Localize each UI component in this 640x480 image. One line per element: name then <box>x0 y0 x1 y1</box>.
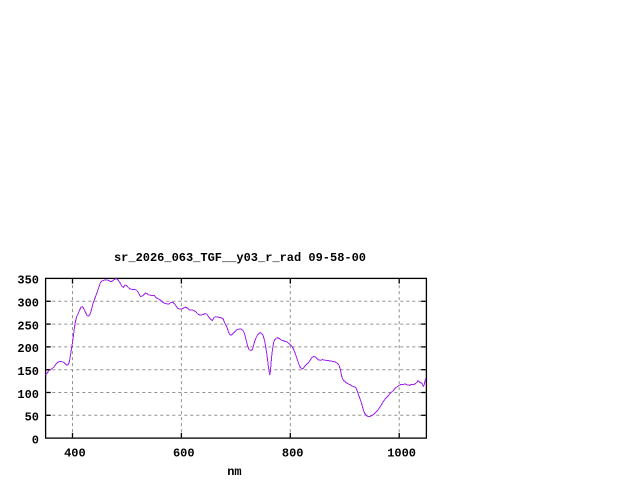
svg-text:300: 300 <box>17 297 39 311</box>
svg-text:250: 250 <box>17 319 39 333</box>
svg-text:sr_2026_063_TGF__y03_r_rad 09-: sr_2026_063_TGF__y03_r_rad 09-58-00 <box>114 251 366 265</box>
svg-text:350: 350 <box>17 274 39 288</box>
svg-text:800: 800 <box>282 446 304 460</box>
svg-text:200: 200 <box>17 342 39 356</box>
svg-text:nm: nm <box>227 465 241 479</box>
svg-text:50: 50 <box>25 411 39 425</box>
svg-text:150: 150 <box>17 365 39 379</box>
svg-text:600: 600 <box>173 446 195 460</box>
svg-text:100: 100 <box>17 388 39 402</box>
svg-text:0: 0 <box>32 433 39 447</box>
svg-text:1000: 1000 <box>387 446 416 460</box>
svg-text:400: 400 <box>64 446 86 460</box>
